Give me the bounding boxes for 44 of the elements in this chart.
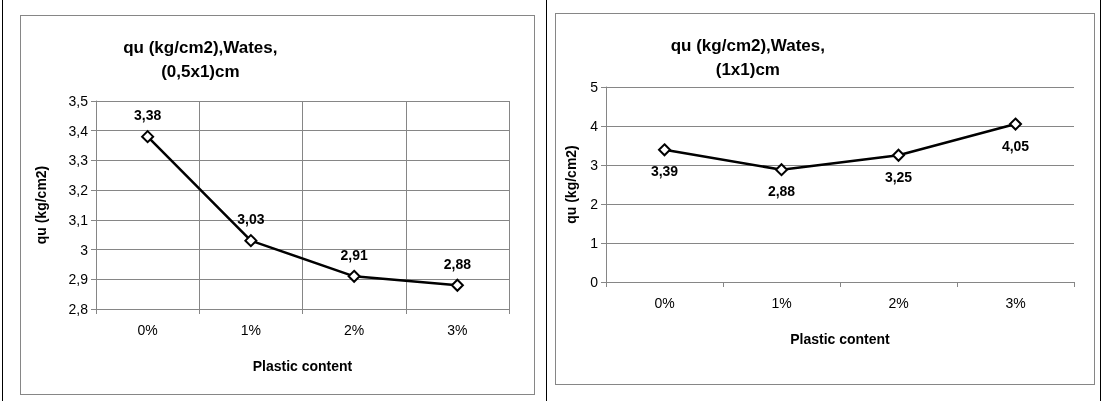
y-tick-label: 3 [80, 241, 89, 258]
data-label: 2,88 [767, 183, 796, 200]
y-tick-label: 2,9 [68, 271, 89, 288]
data-label: 3,03 [237, 211, 265, 228]
point [892, 148, 905, 162]
data-label: 3,25 [884, 168, 913, 185]
y-axis-title: qu (kg/cm2) [33, 165, 49, 245]
y-tick-label: 3,2 [68, 182, 89, 199]
point [244, 234, 258, 248]
y-tick-label: 3,3 [68, 152, 89, 169]
x-axis-title: Plastic content [252, 358, 353, 374]
point [658, 143, 671, 157]
point [1009, 117, 1022, 131]
x-axis-title: Plastic content [790, 331, 891, 347]
y-axis-title: qu (kg/cm2) [563, 145, 579, 224]
y-tick-label: 1 [590, 235, 599, 251]
x-tick-label: 0% [137, 322, 158, 338]
data-label: 4,05 [1001, 137, 1030, 154]
point [141, 130, 155, 144]
data-label: 2,88 [443, 255, 472, 272]
chart-title: qu (kg/cm2),Wates, (0,5x1)cm [123, 37, 278, 81]
y-tick-label: 3,4 [68, 122, 89, 139]
data-label: 2,91 [340, 246, 368, 263]
x-tick-label: 3% [447, 322, 468, 338]
point [347, 269, 361, 283]
point [775, 163, 788, 177]
data-label: 3,38 [134, 107, 162, 124]
x-tick-label: 1% [771, 295, 792, 311]
x-tick-label: 2% [344, 322, 365, 338]
y-tick-label: 4 [590, 118, 599, 134]
y-tick-label: 3 [590, 157, 599, 173]
data-label: 3,39 [650, 163, 679, 180]
chart-title: qu (kg/cm2),Wates, (1x1)cm [670, 35, 826, 79]
y-tick-label: 5 [590, 79, 599, 95]
point [450, 278, 464, 292]
x-tick-label: 3% [1005, 295, 1026, 311]
y-tick-label: 3,5 [68, 93, 89, 109]
x-tick-label: 2% [888, 295, 909, 311]
x-tick-label: 0% [654, 295, 675, 311]
y-tick-label: 2,8 [68, 301, 89, 317]
x-tick-label: 1% [240, 322, 261, 338]
y-tick-label: 2 [590, 196, 599, 212]
y-tick-label: 0 [590, 274, 599, 290]
y-tick-label: 3,1 [68, 211, 89, 228]
